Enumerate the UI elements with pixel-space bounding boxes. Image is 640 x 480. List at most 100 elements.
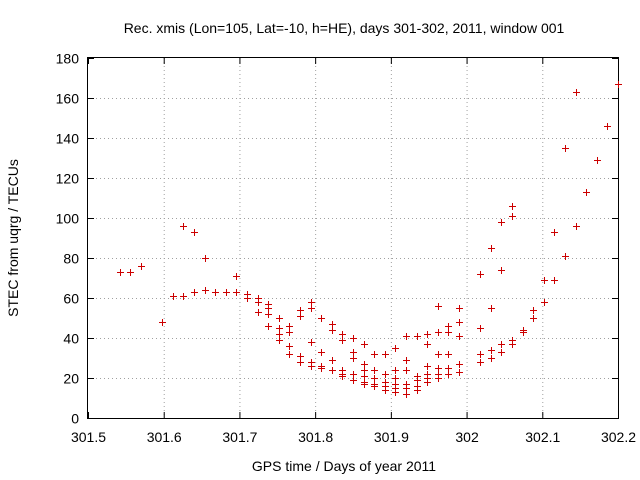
data-point [541,299,548,306]
data-point [308,299,315,306]
data-point [456,319,463,326]
data-point [233,273,240,280]
data-point [445,329,452,336]
data-point [180,223,187,230]
y-tick-label: 120 [56,171,80,187]
data-point [191,289,198,296]
data-point [445,351,452,358]
data-point [551,277,558,284]
data-point [297,313,304,320]
y-tick-label: 40 [63,331,79,347]
data-point [371,375,378,382]
data-point [308,339,315,346]
data-point [509,203,516,210]
data-point [424,331,431,338]
data-point [297,307,304,314]
data-point [308,363,315,370]
data-point [456,369,463,376]
data-point [276,315,283,322]
data-point [286,351,293,358]
data-point [318,365,325,372]
x-tick-label: 301.6 [147,429,182,445]
data-point [445,371,452,378]
data-point [329,327,336,334]
y-tick-label: 100 [56,211,80,227]
data-point [403,333,410,340]
data-point [456,305,463,312]
data-point [276,337,283,344]
x-tick-label: 302.2 [601,429,636,445]
data-point [498,341,505,348]
data-point [244,295,251,302]
x-axis-label: GPS time / Days of year 2011 [252,458,436,474]
x-tick-label: 301.8 [298,429,333,445]
data-points [117,81,622,398]
data-point [424,363,431,370]
data-point [562,145,569,152]
y-tick-label: 180 [56,51,80,67]
data-point [498,267,505,274]
data-point [456,361,463,368]
data-point [255,309,262,316]
data-point [265,305,272,312]
data-point [414,333,421,340]
data-point [509,341,516,348]
y-tick-label: 60 [63,291,79,307]
data-point [392,345,399,352]
data-point [361,381,368,388]
data-point [382,371,389,378]
x-tick-label: 301.5 [71,429,106,445]
data-point [456,333,463,340]
x-tick-label: 301.7 [222,429,257,445]
data-point [170,293,177,300]
y-axis-label: STEC from uqrg / TECUs [5,159,21,317]
data-point [477,325,484,332]
data-point [265,323,272,330]
data-point [414,377,421,384]
data-point [445,323,452,330]
data-point [551,229,558,236]
data-point [403,357,410,364]
data-point [361,361,368,368]
data-point [286,343,293,350]
data-point [392,389,399,396]
data-point [318,315,325,322]
data-point [594,157,601,164]
data-point [233,289,240,296]
data-point [435,351,442,358]
data-point [424,341,431,348]
chart-title: Rec. xmis (Lon=105, Lat=-10, h=HE), days… [124,20,565,36]
data-point [255,299,262,306]
data-point [583,189,590,196]
data-point [350,349,357,356]
data-point [159,319,166,326]
data-point [435,365,442,372]
y-tick-label: 160 [56,91,80,107]
data-point [191,229,198,236]
data-point [488,305,495,312]
data-point [361,367,368,374]
data-point [477,359,484,366]
data-point [530,307,537,314]
axis-ticks: 0 20 40 60 80 100 120 140 160 180 301.5 301.6 301.7 3… [56,51,637,446]
data-point [414,387,421,394]
x-tick-label: 302.1 [525,429,560,445]
data-point [371,351,378,358]
data-point [371,383,378,390]
x-tick-label: 302 [455,429,479,445]
data-point [509,213,516,220]
data-point [541,277,548,284]
data-point [350,377,357,384]
data-point [223,289,230,296]
data-point [318,349,325,356]
data-point [329,357,336,364]
data-point [488,245,495,252]
data-point [530,315,537,322]
data-point [329,321,336,328]
y-tick-label: 20 [63,371,79,387]
data-point [127,269,134,276]
data-point [339,331,346,338]
data-point [286,323,293,330]
data-point [498,349,505,356]
